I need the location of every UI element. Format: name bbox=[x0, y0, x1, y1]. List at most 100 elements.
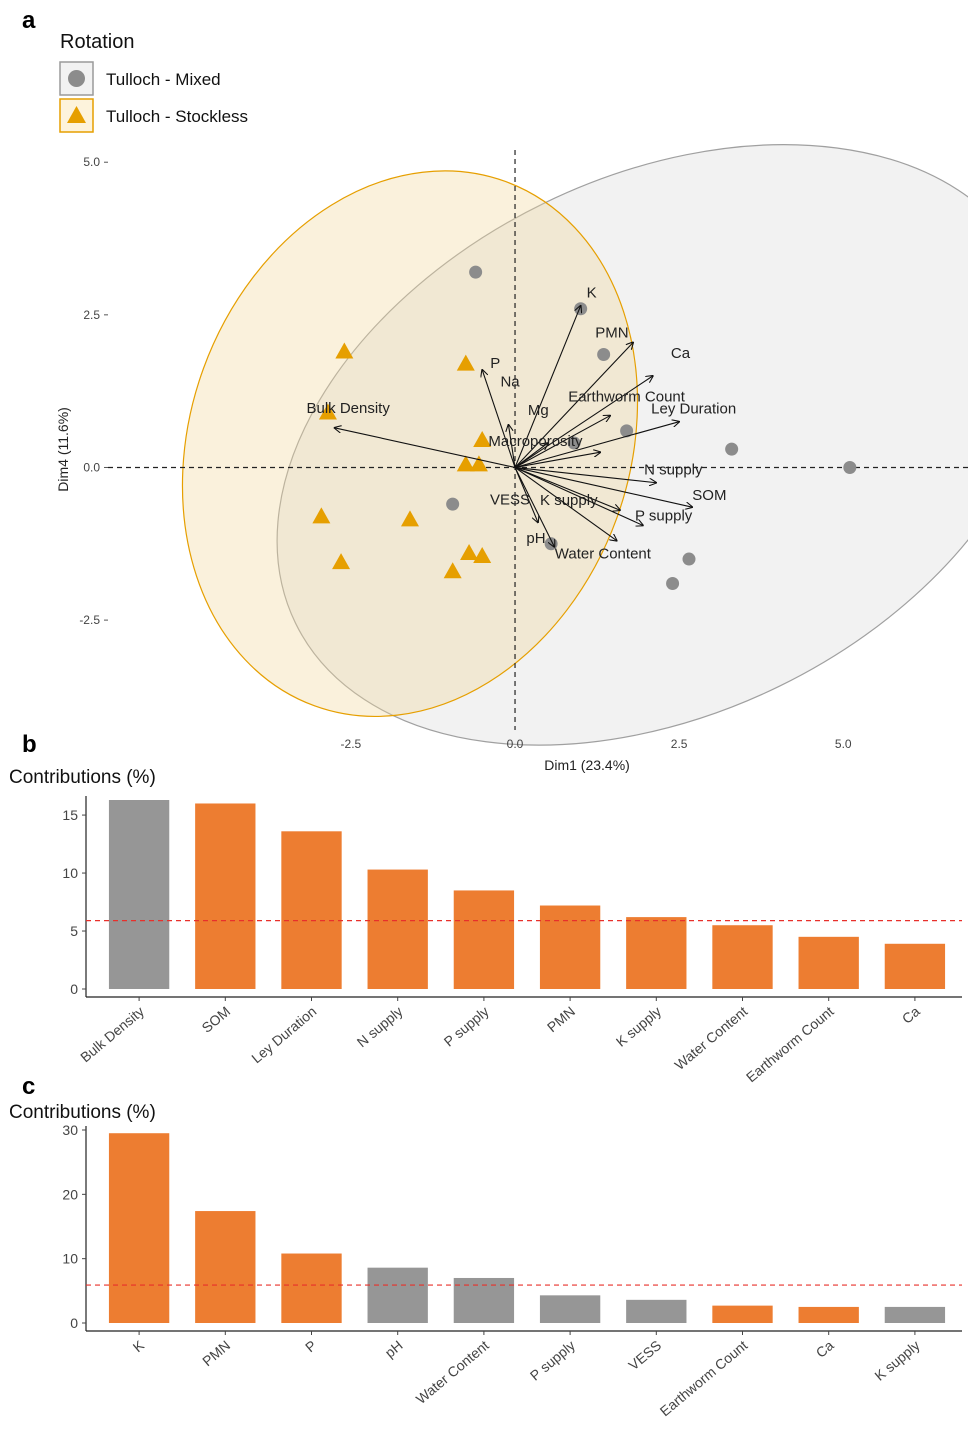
bar-ca bbox=[798, 1306, 859, 1323]
mixed-point bbox=[446, 497, 460, 511]
x-axis-title: Dim1 (23.4%) bbox=[544, 757, 630, 773]
bar-x-tick-label: Earthworm Count bbox=[657, 1337, 751, 1419]
bar-x-tick-label: VESS bbox=[625, 1337, 664, 1373]
bar-p-supply bbox=[453, 890, 515, 989]
mixed-point bbox=[620, 424, 634, 438]
mixed-point bbox=[469, 265, 483, 279]
bar-vess bbox=[626, 1299, 687, 1323]
bar-x-tick-label: Ca bbox=[813, 1337, 837, 1361]
bar-p bbox=[281, 1253, 342, 1323]
bar-earthworm-count bbox=[798, 936, 859, 989]
stockless-point bbox=[456, 455, 475, 472]
loading-arrow-p bbox=[482, 370, 516, 468]
bar-y-tick-label: 5 bbox=[70, 923, 78, 939]
y-tick-label: -2.5 bbox=[79, 613, 100, 627]
loading-label-na: Na bbox=[500, 374, 520, 391]
loading-label-p: P bbox=[490, 355, 500, 372]
bar-x-tick-label: PMN bbox=[199, 1337, 233, 1369]
y-tick-label: 0.0 bbox=[83, 460, 100, 474]
stockless-point bbox=[400, 510, 419, 527]
loading-arrow-ph bbox=[514, 467, 554, 546]
loading-arrow-mg bbox=[514, 443, 548, 468]
x-tick-label: 0.0 bbox=[507, 737, 524, 751]
loading-arrow-som bbox=[514, 466, 692, 507]
confidence-ellipse-tulloch-mixed bbox=[276, 144, 968, 746]
legend: Rotation Tulloch - Mixed Tulloch - Stock… bbox=[59, 31, 248, 133]
loading-arrow-n-supply bbox=[514, 466, 656, 482]
mixed-point bbox=[574, 302, 588, 316]
bar-x-tick-label: K supply bbox=[871, 1337, 922, 1384]
stockless-point bbox=[335, 342, 354, 359]
legend-title: Rotation bbox=[60, 31, 135, 53]
loading-label-ca: Ca bbox=[671, 345, 691, 362]
bar-y-tick-label: 0 bbox=[70, 1315, 78, 1331]
loading-label-bulk-density: Bulk Density bbox=[306, 400, 390, 417]
loading-label-water-content: Water Content bbox=[555, 546, 652, 563]
x-tick-label: -2.5 bbox=[341, 737, 362, 751]
stockless-point bbox=[318, 403, 337, 420]
loading-label-n-supply: N supply bbox=[644, 462, 703, 479]
bar-x-tick-label: Water Content bbox=[413, 1337, 492, 1407]
y-tick-label: 5.0 bbox=[83, 155, 100, 169]
loading-arrow-k bbox=[514, 306, 581, 468]
y-axis-title: Dim4 (11.6%) bbox=[55, 407, 71, 492]
loading-label-k: K bbox=[587, 285, 597, 302]
legend-circle-icon bbox=[68, 70, 85, 87]
bar-p-supply bbox=[539, 1295, 601, 1323]
stockless-point bbox=[473, 547, 492, 563]
mixed-point bbox=[597, 348, 611, 362]
bar-pmn bbox=[539, 905, 601, 989]
loading-arrow-pmn bbox=[514, 342, 633, 468]
loading-label-mg: Mg bbox=[528, 402, 549, 419]
stockless-point bbox=[469, 455, 488, 472]
x-tick-label: 2.5 bbox=[671, 737, 688, 751]
loading-label-earthworm-count: Earthworm Count bbox=[568, 389, 686, 406]
panel-b-ylabel: Contributions (%) bbox=[9, 767, 156, 788]
bar-earthworm-count bbox=[712, 1305, 773, 1323]
bar-x-tick-label: Ley Duration bbox=[248, 1003, 319, 1066]
bar-x-tick-label: Earthworm Count bbox=[743, 1003, 837, 1085]
bar-x-tick-label: Bulk Density bbox=[77, 1003, 147, 1065]
confidence-ellipse-tulloch-stockless bbox=[181, 170, 639, 718]
loading-arrow-earthworm-count bbox=[514, 416, 610, 468]
loading-label-ph: pH bbox=[526, 530, 545, 547]
loading-label-vess: VESS bbox=[490, 491, 530, 508]
bar-x-tick-label: P supply bbox=[527, 1337, 578, 1384]
y-tick-label: 2.5 bbox=[83, 308, 100, 322]
legend-triangle-icon bbox=[67, 106, 86, 123]
bar-y-tick-label: 0 bbox=[70, 981, 78, 997]
bar-x-tick-label: K supply bbox=[613, 1003, 664, 1050]
bar-y-tick-label: 20 bbox=[62, 1186, 78, 1202]
loading-arrow-na bbox=[508, 425, 516, 468]
legend-key-mixed bbox=[59, 61, 94, 96]
loading-arrow-p-supply bbox=[514, 466, 643, 525]
x-tick-label: 5.0 bbox=[835, 737, 852, 751]
stockless-point bbox=[332, 553, 351, 570]
panel-b-letter: b bbox=[22, 731, 37, 758]
loading-label-p-supply: P supply bbox=[635, 507, 693, 524]
stockless-point bbox=[443, 562, 462, 579]
bar-k-supply bbox=[884, 1306, 946, 1323]
mixed-point bbox=[725, 442, 739, 456]
panel-b-bar-chart: 0 5 10 15 Bulk Density SOM Ley Duration N suppl… bbox=[62, 796, 962, 1085]
loading-arrow-bulk-density bbox=[334, 428, 516, 469]
bar-y-tick-label: 10 bbox=[62, 1251, 78, 1267]
loading-arrow-macroporosity bbox=[514, 452, 600, 469]
panel-c-ylabel: Contributions (%) bbox=[9, 1102, 156, 1123]
bar-x-tick-label: Ca bbox=[899, 1003, 923, 1027]
bar-x-tick-label: pH bbox=[382, 1337, 406, 1361]
stockless-point bbox=[312, 507, 331, 524]
bar-ca bbox=[884, 943, 946, 989]
bar-pmn bbox=[195, 1211, 256, 1323]
stockless-point bbox=[456, 354, 475, 371]
loading-label-som: SOM bbox=[692, 487, 726, 504]
bar-x-tick-label: N supply bbox=[354, 1003, 406, 1050]
bar-ley-duration bbox=[281, 831, 342, 989]
bar-x-tick-label: SOM bbox=[199, 1003, 234, 1036]
bar-x-tick-label: K bbox=[130, 1337, 148, 1356]
mixed-point bbox=[666, 576, 680, 590]
bar-x-tick-label: PMN bbox=[544, 1003, 578, 1035]
bar-k-supply bbox=[626, 917, 687, 989]
